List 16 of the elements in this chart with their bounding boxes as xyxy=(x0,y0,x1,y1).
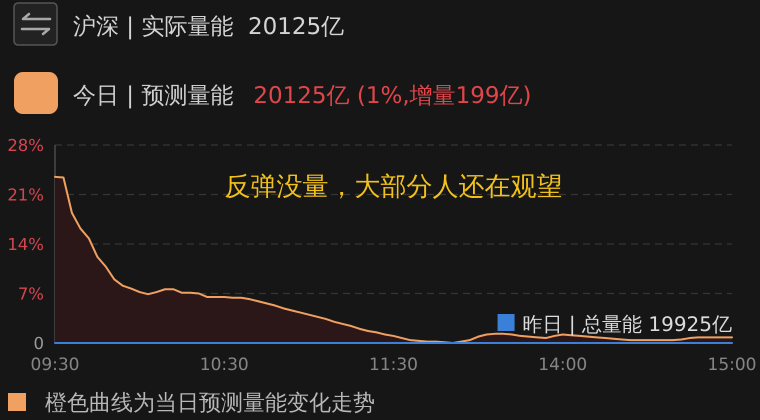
x-tick-label: 14:00 xyxy=(538,355,588,375)
legend-label: 昨日 | 总量能 19925亿 xyxy=(522,312,732,336)
chart-title: 沪深 | 实际量能 20125亿 xyxy=(73,14,344,40)
legend-label: 今日 | 预测量能 xyxy=(73,83,234,109)
annotation: 反弹没量，大部分人还在观望 xyxy=(224,172,562,202)
y-tick-label: 14% xyxy=(7,235,44,254)
x-tick-label: 15:00 xyxy=(708,355,756,375)
text: 20125亿 (1%,增量199亿) xyxy=(253,83,532,109)
y-tick-label: 21% xyxy=(7,186,44,204)
y-tick-label: 0 xyxy=(34,334,44,353)
x-tick-label: 10:30 xyxy=(200,355,249,375)
y-tick-label: 28% xyxy=(7,136,44,155)
x-tick-label: 11:30 xyxy=(369,355,418,375)
text: 橙色曲线为当日预测量能变化走势 xyxy=(45,391,375,416)
y-tick-label: 7% xyxy=(18,284,44,304)
x-tick-label: 09:30 xyxy=(30,355,80,375)
